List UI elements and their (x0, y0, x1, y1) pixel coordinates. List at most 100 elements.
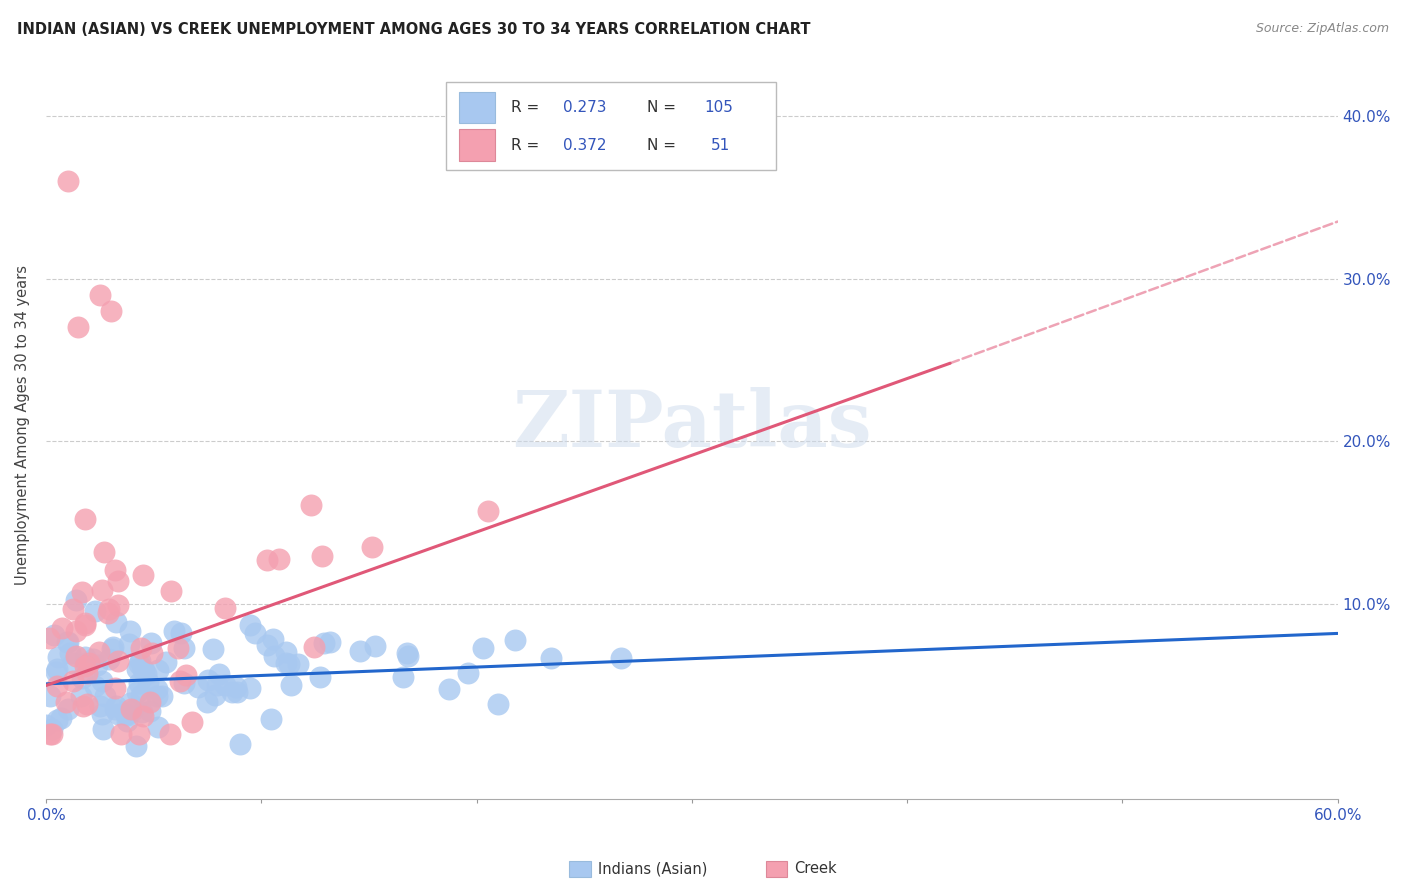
Point (51, 621, 73, 635)
Point (146, 663, 169, 677)
Point (274, 656, 297, 670)
Point (79, 656, 101, 670)
Text: Indians (Asian): Indians (Asian) (598, 862, 707, 876)
Point (90, 674, 112, 689)
Point (136, 675, 159, 690)
Text: Creek: Creek (794, 862, 837, 876)
Point (277, 657, 299, 672)
Point (225, 681, 247, 695)
Point (118, 696, 141, 710)
Point (160, 584, 183, 599)
Point (98, 651, 121, 665)
Point (107, 706, 129, 721)
Point (67, 320, 90, 334)
Point (214, 600, 236, 615)
Point (41, 727, 63, 741)
Point (349, 643, 371, 657)
Text: Source: ZipAtlas.com: Source: ZipAtlas.com (1256, 22, 1389, 36)
Point (207, 678, 229, 692)
Bar (460, 92, 495, 123)
Point (173, 676, 195, 690)
Point (309, 670, 332, 684)
Point (132, 709, 155, 723)
Point (540, 651, 562, 665)
Point (312, 636, 335, 650)
Point (214, 678, 236, 692)
Point (104, 702, 127, 716)
Point (122, 703, 145, 717)
Point (131, 706, 153, 720)
Point (59, 646, 82, 660)
Point (392, 670, 415, 684)
Point (38, 689, 60, 703)
Point (73, 617, 96, 632)
Text: 51: 51 (711, 137, 731, 153)
Point (187, 680, 209, 694)
Point (139, 704, 162, 718)
Point (163, 624, 186, 639)
Point (311, 549, 333, 564)
Point (83, 679, 105, 693)
Point (125, 685, 148, 699)
Point (256, 553, 278, 567)
Point (132, 663, 155, 677)
Point (118, 637, 141, 651)
Point (610, 651, 633, 665)
Point (62, 601, 84, 615)
Point (76, 666, 98, 681)
Point (256, 639, 278, 653)
Point (56, 635, 79, 649)
Point (41, 723, 63, 737)
Point (396, 646, 419, 660)
Text: 105: 105 (704, 100, 734, 115)
Point (69, 689, 91, 703)
Point (110, 727, 132, 741)
Point (226, 684, 249, 698)
Point (396, 649, 419, 664)
Point (75, 512, 97, 526)
Point (46, 649, 69, 664)
Point (107, 598, 129, 612)
Point (201, 642, 224, 657)
Point (73, 616, 96, 631)
Point (208, 667, 231, 681)
Point (243, 626, 266, 640)
Point (173, 640, 195, 655)
Text: INDIAN (ASIAN) VS CREEK UNEMPLOYMENT AMONG AGES 30 TO 34 YEARS CORRELATION CHART: INDIAN (ASIAN) VS CREEK UNEMPLOYMENT AMO… (17, 22, 810, 37)
Point (100, 304, 122, 318)
Point (49, 711, 72, 725)
Point (101, 640, 124, 655)
Point (44, 628, 66, 642)
Point (159, 727, 181, 741)
Text: ZIPatlas: ZIPatlas (512, 387, 872, 463)
Point (180, 715, 202, 730)
Point (91, 582, 114, 597)
Point (72, 698, 94, 713)
Point (104, 563, 127, 577)
Point (87, 645, 110, 659)
Point (105, 615, 128, 629)
Point (197, 673, 219, 688)
Point (139, 695, 162, 709)
Point (146, 682, 169, 697)
Point (128, 727, 150, 741)
Point (152, 689, 174, 703)
Point (361, 541, 384, 555)
Point (91, 722, 114, 736)
Point (46, 679, 69, 693)
Point (169, 674, 191, 689)
Point (146, 689, 169, 703)
Y-axis label: Unemployment Among Ages 30 to 34 years: Unemployment Among Ages 30 to 34 years (15, 265, 30, 585)
Point (287, 657, 309, 671)
Point (83, 604, 105, 618)
Point (56, 635, 79, 649)
Point (98, 601, 121, 615)
Point (204, 688, 226, 702)
Text: 0.273: 0.273 (562, 100, 606, 115)
Point (131, 568, 153, 582)
Point (128, 654, 150, 668)
Point (486, 698, 509, 712)
Point (155, 655, 177, 669)
Point (472, 640, 495, 655)
Text: N =: N = (647, 100, 681, 115)
